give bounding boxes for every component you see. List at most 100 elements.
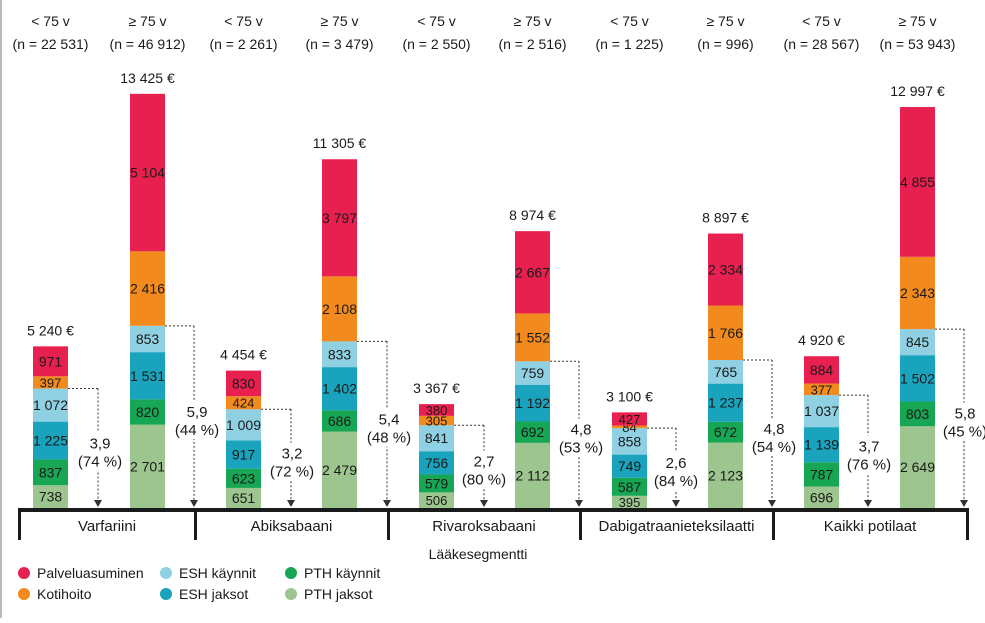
segment-label: 765 — [714, 364, 738, 380]
segment-label: 696 — [810, 489, 834, 505]
segment-label: 2 123 — [708, 467, 743, 483]
diff-label-bg — [458, 450, 510, 489]
column-n: (n = 2 516) — [498, 36, 566, 52]
bar-segment-pth-k-ynnit — [900, 401, 935, 427]
bar-segment-pth-jaksot — [708, 442, 743, 508]
category-label: Rivaroksabaani — [432, 518, 535, 535]
diff-label-bg — [555, 418, 607, 457]
legend-label: ESH jaksot — [179, 586, 248, 602]
legend-marker — [160, 588, 172, 600]
diff-percent: (45 %) — [943, 424, 985, 441]
segment-label: 1 037 — [804, 403, 839, 419]
bar-segment-pth-jaksot — [804, 486, 839, 508]
segment-label: 686 — [328, 413, 352, 429]
segment-label: 858 — [618, 433, 642, 449]
bar-segment-esh-k-ynnit — [322, 341, 357, 368]
x-axis-title: Lääkesegmentti — [429, 546, 528, 562]
diff-value: 2,6 — [666, 455, 687, 472]
segment-label: 917 — [232, 447, 256, 463]
diff-value: 5,9 — [187, 404, 208, 421]
column-n: (n = 28 567) — [784, 36, 860, 52]
column-header: < 75 v — [224, 13, 263, 29]
bar-total-label: 3 100 € — [606, 388, 653, 404]
segment-label: 845 — [906, 334, 930, 350]
bar-segment-kotihoito — [322, 276, 357, 342]
segment-label: 2 667 — [515, 264, 550, 280]
diff-arrowhead — [190, 500, 198, 507]
bar-segment-esh-k-ynnit — [900, 329, 935, 356]
segment-label: 1 192 — [515, 395, 550, 411]
diff-percent: (84 %) — [654, 473, 698, 490]
diff-value: 4,8 — [764, 421, 785, 438]
bar-segment-pth-jaksot — [900, 426, 935, 508]
bar-total-label: 4 920 € — [798, 332, 845, 348]
segment-label: 3 797 — [322, 210, 357, 226]
bar-segment-pth-k-ynnit — [130, 399, 165, 425]
segment-label: 820 — [136, 404, 160, 420]
segment-label: 756 — [425, 455, 449, 471]
bar-segment-esh-k-ynnit — [804, 395, 839, 428]
column-n: (n = 1 225) — [595, 36, 663, 52]
bar-segment-pth-jaksot — [419, 492, 454, 508]
category-label: Kaikki potilaat — [824, 518, 917, 535]
diff-value: 5,8 — [955, 406, 976, 423]
diff-value: 3,7 — [859, 439, 880, 456]
diff-arrowhead — [94, 500, 102, 507]
diff-percent: (48 %) — [367, 430, 411, 447]
bar-segment-palveluasuminen — [708, 233, 743, 306]
column-header: ≥ 75 v — [128, 13, 166, 29]
bar-segment-palveluasuminen — [322, 159, 357, 277]
segment-label: 1 552 — [515, 329, 550, 345]
bar-segment-pth-k-ynnit — [419, 474, 454, 493]
diff-value: 5,4 — [379, 412, 400, 429]
segment-label: 380 — [426, 403, 448, 418]
bar-total-label: 8 897 € — [702, 210, 749, 226]
legend-label: PTH jaksot — [304, 586, 373, 602]
category-divider — [194, 508, 197, 540]
bar-segment-kotihoito — [612, 425, 647, 429]
segment-label: 841 — [425, 430, 449, 446]
diff-value: 2,7 — [474, 454, 495, 471]
bar-segment-pth-k-ynnit — [804, 462, 839, 487]
diff-percent: (74 %) — [78, 453, 122, 470]
bar-total-label: 4 454 € — [220, 347, 267, 363]
bar-total-label: 8 974 € — [509, 207, 556, 223]
segment-label: 1 225 — [33, 433, 68, 449]
bar-segment-kotihoito — [804, 383, 839, 396]
diff-percent: (76 %) — [847, 457, 891, 474]
diff-label-bg — [171, 400, 223, 439]
category-label: Varfariini — [78, 518, 136, 535]
bar-segment-pth-k-ynnit — [515, 421, 550, 443]
x-axis-line — [19, 508, 967, 512]
diff-arrowhead — [575, 500, 583, 507]
segment-label: 506 — [426, 493, 448, 508]
bar-segment-pth-k-ynnit — [708, 421, 743, 443]
legend-marker — [285, 588, 297, 600]
bar-segment-esh-k-ynnit — [612, 428, 647, 455]
segment-label: 1 139 — [804, 437, 839, 453]
bar-segment-kotihoito — [226, 396, 261, 410]
bar-segment-palveluasuminen — [226, 370, 261, 397]
bar-segment-esh-jaksot — [419, 451, 454, 475]
diff-arrowhead — [864, 500, 872, 507]
category-label: Abiksabaani — [251, 518, 333, 535]
legend-label: PTH käynnit — [304, 565, 380, 581]
bar-segment-esh-k-ynnit — [515, 361, 550, 385]
diff-label-bg — [748, 418, 800, 457]
diff-percent: (44 %) — [175, 422, 219, 439]
column-header: ≥ 75 v — [706, 13, 744, 29]
segment-label: 837 — [39, 464, 63, 480]
diff-percent: (72 %) — [270, 464, 314, 481]
diff-label-bg — [363, 408, 415, 447]
segment-label: 1 502 — [900, 370, 935, 386]
bar-segment-palveluasuminen — [419, 404, 454, 416]
segment-label: 305 — [426, 414, 448, 429]
segment-label: 833 — [328, 346, 352, 362]
diff-label-bg — [650, 452, 702, 491]
legend-marker — [18, 567, 30, 579]
bar-segment-kotihoito — [33, 376, 68, 389]
column-header: < 75 v — [31, 13, 70, 29]
bar-total-label: 13 425 € — [120, 70, 175, 86]
